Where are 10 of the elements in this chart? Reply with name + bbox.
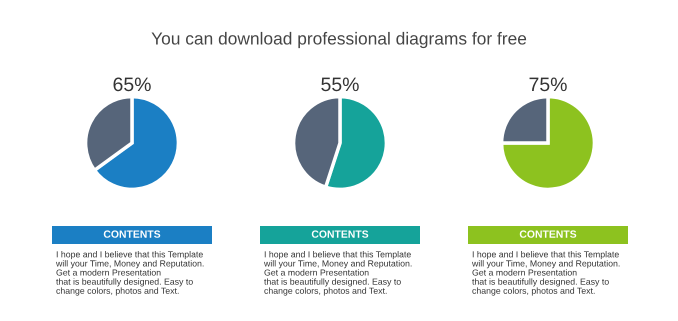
text: CONTENTS [520, 230, 576, 238]
chart-title: 55% [321, 78, 359, 92]
text: CONTENTS [104, 230, 160, 238]
text: CONTENTS [312, 230, 368, 238]
text: You can download professional diagrams for free [152, 32, 526, 48]
chart-title: 65% [114, 77, 151, 92]
text: I hope and I believe that this Template will your Time, Money and Reputation. Get a modern Presentation that is beautifully designed. Easy to change colors, photos and Text. [264, 251, 412, 296]
text: I hope and I believe that this Template will your Time, Money and Reputation. Get a modern Presentation that is beautifully designed. Easy to change colors, photos and Text. [56, 251, 204, 296]
text: I hope and I believe that this Template will your Time, Money and Reputation. Get a modern Presentation that is beautifully designed. Easy to change colors, photos and Text. [472, 251, 620, 296]
chart-title: 75% [530, 78, 567, 92]
